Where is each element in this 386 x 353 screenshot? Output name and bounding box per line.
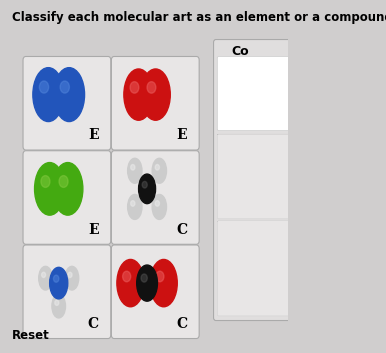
- Text: C: C: [176, 317, 187, 331]
- Ellipse shape: [39, 81, 49, 93]
- Text: C: C: [88, 317, 99, 331]
- Ellipse shape: [124, 69, 153, 120]
- Ellipse shape: [142, 181, 147, 188]
- Text: E: E: [88, 128, 98, 142]
- Ellipse shape: [156, 271, 164, 282]
- Ellipse shape: [152, 158, 166, 183]
- Text: E: E: [176, 128, 187, 142]
- FancyBboxPatch shape: [112, 245, 199, 339]
- Ellipse shape: [128, 195, 142, 220]
- Text: C: C: [176, 222, 187, 237]
- Text: Reset: Reset: [12, 329, 49, 342]
- Ellipse shape: [53, 275, 59, 282]
- FancyBboxPatch shape: [112, 151, 199, 244]
- Ellipse shape: [41, 175, 50, 187]
- Ellipse shape: [130, 164, 135, 170]
- FancyBboxPatch shape: [23, 56, 111, 150]
- Ellipse shape: [147, 82, 156, 93]
- Ellipse shape: [59, 175, 68, 187]
- Ellipse shape: [155, 164, 159, 170]
- Ellipse shape: [54, 68, 85, 121]
- Ellipse shape: [128, 158, 142, 183]
- FancyBboxPatch shape: [23, 245, 111, 339]
- Ellipse shape: [55, 300, 59, 305]
- Text: Co: Co: [232, 45, 249, 58]
- Ellipse shape: [65, 267, 79, 290]
- Ellipse shape: [42, 272, 46, 277]
- FancyBboxPatch shape: [217, 221, 295, 316]
- Ellipse shape: [50, 267, 68, 299]
- Ellipse shape: [130, 82, 139, 93]
- Ellipse shape: [33, 68, 64, 121]
- Text: E: E: [88, 222, 98, 237]
- FancyBboxPatch shape: [217, 56, 295, 131]
- Ellipse shape: [150, 259, 177, 307]
- Ellipse shape: [35, 163, 65, 215]
- Ellipse shape: [39, 267, 52, 290]
- Ellipse shape: [141, 274, 147, 282]
- Ellipse shape: [52, 163, 83, 215]
- Ellipse shape: [137, 265, 157, 301]
- Text: Classify each molecular art as an element or a compound.: Classify each molecular art as an elemen…: [12, 11, 386, 24]
- Ellipse shape: [123, 271, 131, 282]
- Ellipse shape: [60, 81, 69, 93]
- FancyBboxPatch shape: [217, 134, 295, 219]
- Ellipse shape: [117, 259, 144, 307]
- Ellipse shape: [52, 294, 66, 318]
- Ellipse shape: [141, 69, 170, 120]
- FancyBboxPatch shape: [112, 56, 199, 150]
- Ellipse shape: [152, 195, 166, 220]
- FancyBboxPatch shape: [213, 40, 299, 321]
- FancyBboxPatch shape: [23, 151, 111, 244]
- Ellipse shape: [155, 201, 159, 206]
- Ellipse shape: [130, 201, 135, 206]
- Ellipse shape: [139, 174, 156, 204]
- Ellipse shape: [68, 272, 72, 277]
